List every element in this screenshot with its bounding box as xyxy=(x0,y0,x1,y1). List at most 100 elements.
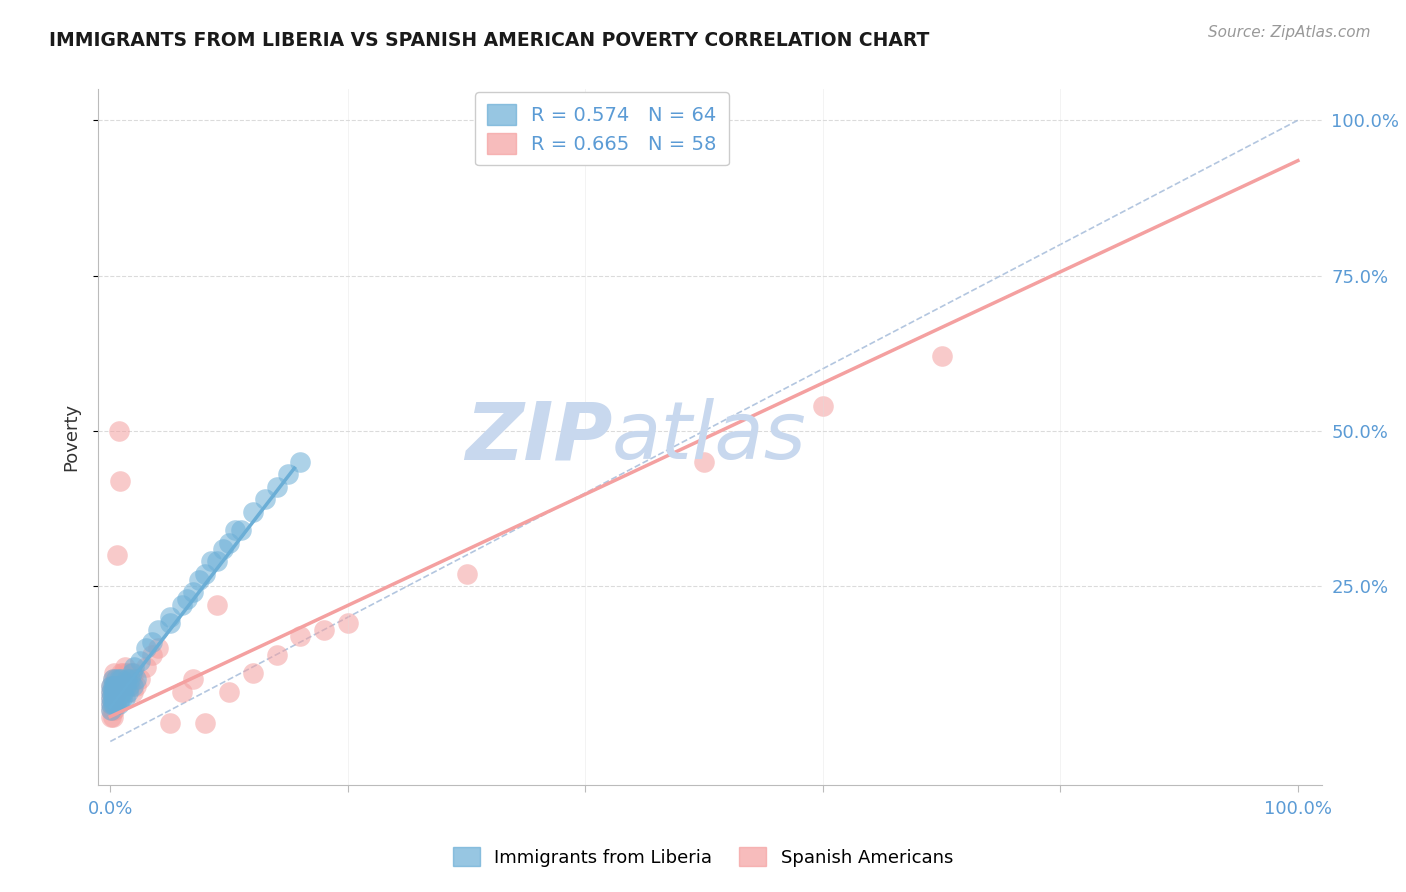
Point xyxy=(218,685,240,699)
Point xyxy=(121,666,143,681)
Text: Source: ZipAtlas.com: Source: ZipAtlas.com xyxy=(1208,25,1371,40)
Text: ZIP: ZIP xyxy=(465,398,612,476)
Point xyxy=(112,685,135,699)
Point xyxy=(105,690,128,705)
Point xyxy=(100,679,122,693)
Point xyxy=(336,616,359,631)
Point xyxy=(107,690,129,705)
Point xyxy=(100,679,122,693)
Point xyxy=(159,610,181,624)
Point xyxy=(159,715,181,730)
Y-axis label: Poverty: Poverty xyxy=(62,403,80,471)
Point xyxy=(107,679,129,693)
Point xyxy=(456,566,478,581)
Point xyxy=(101,697,124,711)
Point xyxy=(110,685,132,699)
Point xyxy=(105,679,128,693)
Point xyxy=(103,679,125,693)
Point xyxy=(218,535,240,549)
Point xyxy=(101,673,124,687)
Point xyxy=(121,685,143,699)
Point xyxy=(108,690,131,705)
Point xyxy=(183,585,205,599)
Point xyxy=(108,474,131,488)
Point xyxy=(103,690,125,705)
Point xyxy=(170,598,193,612)
Point xyxy=(100,685,122,699)
Point xyxy=(290,629,312,643)
Point xyxy=(224,523,246,537)
Point xyxy=(105,673,128,687)
Point xyxy=(111,690,134,705)
Point xyxy=(100,697,122,711)
Point xyxy=(107,548,129,562)
Text: atlas: atlas xyxy=(612,398,807,476)
Point xyxy=(200,554,222,568)
Point xyxy=(115,673,138,687)
Point xyxy=(229,523,252,537)
Point xyxy=(122,666,145,681)
Point xyxy=(100,697,122,711)
Point xyxy=(290,455,312,469)
Point xyxy=(114,679,136,693)
Point xyxy=(103,666,125,681)
Point xyxy=(125,679,148,693)
Point xyxy=(122,660,145,674)
Point xyxy=(100,703,122,717)
Point xyxy=(176,591,198,606)
Point xyxy=(205,598,228,612)
Point xyxy=(312,623,335,637)
Point xyxy=(141,635,163,649)
Point xyxy=(100,709,122,723)
Point xyxy=(141,648,163,662)
Point xyxy=(105,697,128,711)
Point xyxy=(125,673,148,687)
Point xyxy=(242,666,264,681)
Point xyxy=(194,566,217,581)
Point xyxy=(107,697,129,711)
Point xyxy=(101,685,124,699)
Point xyxy=(194,715,217,730)
Point xyxy=(114,679,136,693)
Point xyxy=(104,673,127,687)
Point xyxy=(135,660,157,674)
Point xyxy=(107,679,129,693)
Point xyxy=(112,666,135,681)
Point xyxy=(101,709,124,723)
Point xyxy=(107,424,129,438)
Point xyxy=(110,666,132,681)
Point xyxy=(129,654,152,668)
Point xyxy=(104,685,127,699)
Point xyxy=(101,703,124,717)
Point xyxy=(104,679,127,693)
Legend: R = 0.574   N = 64, R = 0.665   N = 58: R = 0.574 N = 64, R = 0.665 N = 58 xyxy=(475,92,728,165)
Point xyxy=(121,679,143,693)
Point xyxy=(103,697,125,711)
Point xyxy=(101,679,124,693)
Point xyxy=(188,573,211,587)
Point xyxy=(266,480,288,494)
Point xyxy=(118,666,141,681)
Point xyxy=(103,679,125,693)
Legend: Immigrants from Liberia, Spanish Americans: Immigrants from Liberia, Spanish America… xyxy=(446,840,960,874)
Point xyxy=(100,703,122,717)
Text: 100.0%: 100.0% xyxy=(1264,800,1331,819)
Point xyxy=(110,673,132,687)
Point xyxy=(811,399,834,413)
Text: 0.0%: 0.0% xyxy=(87,800,134,819)
Point xyxy=(159,616,181,631)
Point xyxy=(104,697,127,711)
Point xyxy=(111,679,134,693)
Point xyxy=(100,690,122,705)
Point xyxy=(107,685,129,699)
Point xyxy=(104,685,127,699)
Point xyxy=(146,623,169,637)
Point xyxy=(111,673,134,687)
Point xyxy=(253,492,276,507)
Point xyxy=(693,455,716,469)
Point xyxy=(277,467,299,482)
Point xyxy=(120,679,142,693)
Point xyxy=(100,690,122,705)
Point xyxy=(114,660,136,674)
Text: IMMIGRANTS FROM LIBERIA VS SPANISH AMERICAN POVERTY CORRELATION CHART: IMMIGRANTS FROM LIBERIA VS SPANISH AMERI… xyxy=(49,31,929,50)
